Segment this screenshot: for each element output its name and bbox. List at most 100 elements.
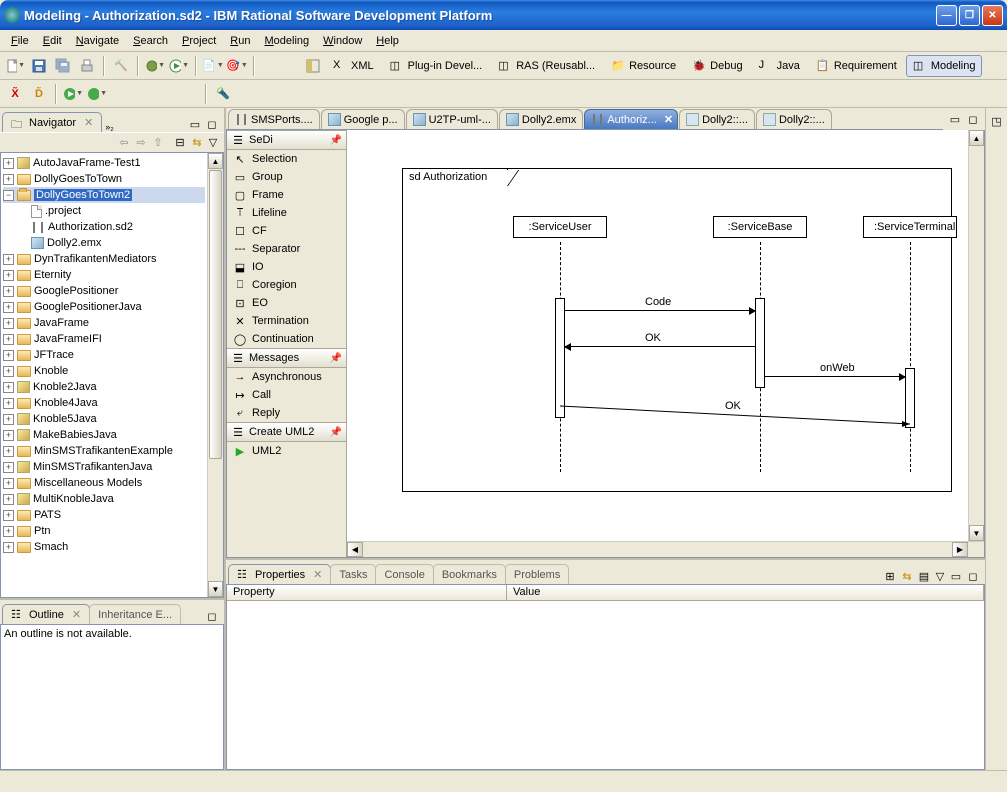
view-maximize-icon[interactable]: ◻ [204,608,220,624]
link-editor-icon[interactable]: ⇆ [189,135,205,151]
editor-tab[interactable]: Dolly2::... [679,109,755,129]
menu-search[interactable]: Search [126,33,175,49]
activation-bar[interactable] [755,298,765,388]
perspective-modeling[interactable]: ◫Modeling [906,55,983,77]
tree-item[interactable]: +JavaFrameIFI [3,331,205,347]
tree-item[interactable]: Authorization.sd2 [3,219,205,235]
lifeline-head[interactable]: :ServiceUser [513,216,607,238]
delete-x-button[interactable]: X̃ [4,83,26,105]
maximize-button[interactable]: ❐ [959,5,980,26]
view-maximize-icon[interactable]: ◻ [204,116,220,132]
tree-item[interactable]: +MinSMSTrafikantenExample [3,443,205,459]
palette-item-coregion[interactable]: ⎕Coregion [227,276,346,294]
print-button[interactable] [76,55,98,77]
value-column-header[interactable]: Value [507,585,984,600]
props-tab-problems[interactable]: Problems [505,564,569,584]
message-line[interactable] [565,310,755,311]
palette-section[interactable]: ☰Create UML2📌 [227,422,346,442]
search-button[interactable]: 🔦 [212,83,234,105]
editor-tab[interactable]: Google p... [321,109,405,129]
menu-project[interactable]: Project [175,33,223,49]
tree-item[interactable]: +GooglePositioner [3,283,205,299]
palette-item-asynchronous[interactable]: →Asynchronous [227,368,346,386]
activation-bar[interactable] [555,298,565,418]
properties-grid[interactable] [227,601,984,769]
editor-maximize-icon[interactable]: ◻ [965,111,981,127]
tree-item[interactable]: +DynTrafikantenMediators [3,251,205,267]
props-tab-tasks[interactable]: Tasks [330,564,376,584]
palette-section[interactable]: ☰Messages📌 [227,348,346,368]
palette-item-separator[interactable]: ---Separator [227,240,346,258]
navigator-tree[interactable]: +AutoJavaFrame-Test1+DollyGoesToTown−Dol… [1,153,207,597]
tree-item[interactable]: +Ptn [3,523,205,539]
props-tab-properties[interactable]: ☷Properties✕ [228,564,331,584]
palette-item-uml2[interactable]: ▶UML2 [227,442,346,460]
message-line[interactable] [765,376,905,377]
tree-item[interactable]: +GooglePositionerJava [3,299,205,315]
save-button[interactable] [28,55,50,77]
view-minimize-icon[interactable]: ▭ [187,116,203,132]
editor-tab[interactable]: SMSPorts.... [228,109,320,129]
close-button[interactable]: ✕ [982,5,1003,26]
palette-item-call[interactable]: ↦Call [227,386,346,404]
nav-up-icon[interactable]: ⇧ [150,135,166,151]
property-column-header[interactable]: Property [227,585,507,600]
palette-item-selection[interactable]: ↖Selection [227,150,346,168]
tree-item[interactable]: +Knoble2Java [3,379,205,395]
tabs-overflow[interactable]: »₂ [105,122,114,132]
props-tree-icon[interactable]: ⊞ [882,568,898,584]
menu-modeling[interactable]: Modeling [257,33,316,49]
palette-section[interactable]: ☰SeDi📌 [227,130,346,150]
props-filter-icon[interactable]: ⇆ [899,568,915,584]
props-menu-icon[interactable]: ▽ [933,568,947,584]
editor-tab[interactable]: U2TP-uml-... [406,109,498,129]
tree-item[interactable]: +JFTrace [3,347,205,363]
tree-item[interactable]: +MinSMSTrafikantenJava [3,459,205,475]
menu-window[interactable]: Window [316,33,369,49]
tree-item[interactable]: +MakeBabiesJava [3,427,205,443]
inheritance-tab[interactable]: Inheritance E... [89,604,181,624]
props-tab-bookmarks[interactable]: Bookmarks [433,564,506,584]
palette-item-group[interactable]: ▭Group [227,168,346,186]
collapse-all-icon[interactable]: ⊟ [172,135,188,151]
perspective-plugindevel[interactable]: ◫Plug-in Devel... [383,55,490,77]
canvas-hscroll[interactable]: ◀ ▶ [347,541,984,557]
menu-help[interactable]: Help [369,33,406,49]
palette-item-continuation[interactable]: ◯Continuation [227,330,346,348]
diagram-d-button[interactable]: D̃ [28,83,50,105]
menu-file[interactable]: File [4,33,36,49]
props-min-icon[interactable]: ▭ [948,568,964,584]
tree-item[interactable]: +AutoJavaFrame-Test1 [3,155,205,171]
tree-item[interactable]: +DollyGoesToTown [3,171,205,187]
lifeline-head[interactable]: :ServiceTerminal [863,216,957,238]
tree-item[interactable]: +Knoble5Java [3,411,205,427]
editor-tab[interactable]: Dolly2.emx [499,109,583,129]
editor-tab[interactable]: Authoriz...✕ [584,109,678,129]
navigator-tab[interactable]: 🗀 Navigator ✕ [2,112,102,132]
run-green-button[interactable]: ▼ [62,83,84,105]
perspective-debug[interactable]: 🐞Debug [685,55,749,77]
run-green2-button[interactable]: ▼ [86,83,108,105]
tree-item[interactable]: +PATS [3,507,205,523]
palette-item-lifeline[interactable]: ⟙Lifeline [227,204,346,222]
editor-tab[interactable]: Dolly2::... [756,109,832,129]
open-perspective-button[interactable] [302,55,324,77]
props-cat-icon[interactable]: ▤ [916,568,932,584]
lifeline-head[interactable]: :ServiceBase [713,216,807,238]
palette-item-eo[interactable]: ⊡EO [227,294,346,312]
menu-edit[interactable]: Edit [36,33,69,49]
fast-view-icon[interactable]: ◳ [988,112,1006,130]
perspective-requirement[interactable]: 📋Requirement [809,55,904,77]
props-tab-console[interactable]: Console [375,564,433,584]
menu-run[interactable]: Run [223,33,257,49]
debug-button[interactable]: ▼ [144,55,166,77]
run-target-button[interactable]: 🎯▼ [226,55,248,77]
canvas-vscroll[interactable]: ▲ ▼ [968,130,984,541]
lifeline[interactable] [910,242,911,472]
view-menu-icon[interactable]: ▽ [206,135,220,151]
palette-item-frame[interactable]: ▢Frame [227,186,346,204]
tree-item[interactable]: Dolly2.emx [3,235,205,251]
perspective-resource[interactable]: 📁Resource [604,55,683,77]
tree-item[interactable]: +Eternity [3,267,205,283]
palette-item-termination[interactable]: ✕Termination [227,312,346,330]
